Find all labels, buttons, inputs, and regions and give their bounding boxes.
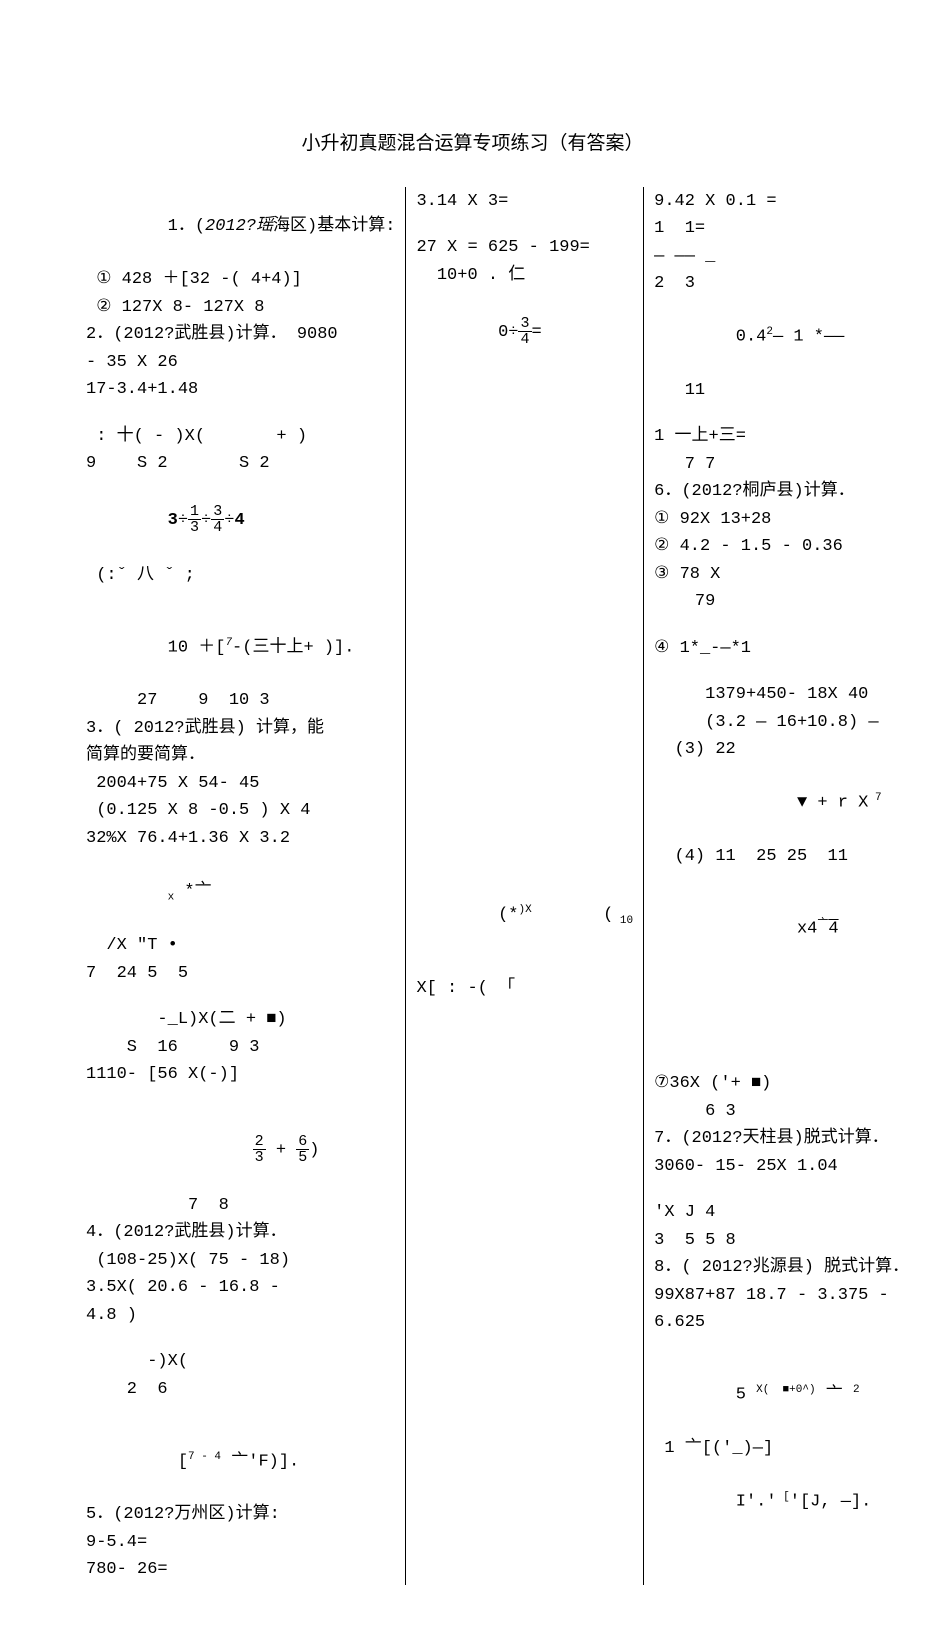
column-3: 9.42 X 0.1 = 1 1= — —— _ 2 3 0.42— 1 *——… — [643, 187, 919, 1585]
text-line: 27 9 10 3 — [86, 688, 395, 714]
text-line: 6.625 — [654, 1310, 909, 1336]
text-line: (4) 11 25 25 11 — [654, 844, 909, 870]
text-line: 9 S 2 S 2 — [86, 451, 395, 477]
text-line: 1 一上+三= — [654, 424, 909, 450]
text-line: : 十( - )X( + ) — [86, 424, 395, 450]
text-line: 5．(2012?万州区)计算: — [86, 1502, 395, 1528]
text-line: 2 3 — [654, 271, 909, 297]
text-line: 1 1= — [654, 216, 909, 242]
text-line: -_L)X(二 + ■) — [86, 1007, 395, 1033]
text-line: 8．( 2012?兆源县) 脱式计算． — [654, 1255, 909, 1281]
text-line: x *亠 — [86, 853, 395, 931]
text-line: 3.5X( 20.6 - 16.8 - — [86, 1275, 395, 1301]
text-line: (3.2 — 16+10.8) — — [654, 710, 909, 736]
text-line: 780- 26= — [86, 1557, 395, 1583]
text-line: 17-3.4+1.48 — [86, 377, 395, 403]
fraction-line: 0÷34= — [416, 290, 633, 372]
text-line: 3 5 5 8 — [654, 1228, 909, 1254]
text-line: S 16 9 3 — [86, 1035, 395, 1061]
text-line: x4亠4 — [654, 890, 909, 967]
text-line: ④ 1*_-—*1 — [654, 636, 909, 662]
text-line: 简算的要简算． — [86, 743, 395, 769]
text-line: ① 428 ＋[32 -( 4+4)] — [86, 267, 395, 293]
text-line: 5 X( ■+0^) 亠 2 — [654, 1357, 909, 1434]
text-line: /X "T • — [86, 933, 395, 959]
text-line: (3) 22 — [654, 737, 909, 763]
page-title: 小升初真题混合运算专项练习（有答案） — [76, 130, 869, 159]
text-line: 7 8 — [86, 1193, 395, 1219]
text-line: ▼ + r X 7 — [654, 765, 909, 842]
text-line: 3060- 15- 25X 1.04 — [654, 1154, 909, 1180]
text-line: 27 X = 625 - 199= — [416, 235, 633, 261]
text-line: ② 4.2 - 1.5 - 0.36 — [654, 534, 909, 560]
text-line: (*)X ( 10 — [416, 876, 633, 955]
text-line: X[ : -( 「 — [416, 976, 633, 1002]
text-line: [7 - 4 亠'F)]. — [86, 1423, 395, 1500]
text-line: — —— _ — [654, 244, 909, 270]
column-2: 3.14 X 3= 27 X = 625 - 199= 10+0 . 仁 0÷3… — [405, 187, 643, 1585]
text-line: 99X87+87 18.7 - 3.375 - — [654, 1283, 909, 1309]
text-line: ⑦36X ('+ ■) — [654, 1071, 909, 1097]
text-line: 2004+75 X 54- 45 — [86, 771, 395, 797]
text-line: 4.8 ) — [86, 1303, 395, 1329]
text-line: -)X( — [86, 1349, 395, 1375]
text-line: 4．(2012?武胜县)计算． — [86, 1220, 395, 1246]
text-line: 1379+450- 18X 40 — [654, 682, 909, 708]
text-line: 10 ＋[7-(三十上+ )]. — [86, 609, 395, 686]
text-line: 3．( 2012?武胜县) 计算，能 — [86, 716, 395, 742]
fraction-line: 23 + 65) — [86, 1109, 395, 1191]
text-line: 1110- [56 X(-)] — [86, 1062, 395, 1088]
fraction-line: 3÷13÷34÷4 — [86, 479, 395, 561]
text-line: I'.' ['[J, —]. — [654, 1464, 909, 1541]
text-line: 3.14 X 3= — [416, 189, 633, 215]
text-line: (:ˇ 八 ˇ ; — [86, 563, 395, 589]
text-line: - 35 X 26 — [86, 350, 395, 376]
text-line: 6．(2012?桐庐县)计算． — [654, 479, 909, 505]
text-line: ② 127X 8- 127X 8 — [86, 295, 395, 321]
text-line: ③ 78 X — [654, 562, 909, 588]
text-line: 11 — [654, 378, 909, 404]
text-line: 7．(2012?天柱县)脱式计算． — [654, 1126, 909, 1152]
three-column-layout: 1．(2012?瑶海区)基本计算: ① 428 ＋[32 -( 4+4)] ② … — [76, 187, 869, 1585]
text-line: 7 7 — [654, 452, 909, 478]
text-line: 7 24 5 5 — [86, 961, 395, 987]
text-line: 79 — [654, 589, 909, 615]
text-line: 0.42— 1 *—— — [654, 299, 909, 376]
text-line: 1 亠[('_)—] — [654, 1436, 909, 1462]
text-line: 2 6 — [86, 1377, 395, 1403]
text-line: 9.42 X 0.1 = — [654, 189, 909, 215]
text-line: 32%X 76.4+1.36 X 3.2 — [86, 826, 395, 852]
text-line: ① 92X 13+28 — [654, 507, 909, 533]
text-line: (0.125 X 8 -0.5 ) X 4 — [86, 798, 395, 824]
text-line: (108-25)X( 75 - 18) — [86, 1248, 395, 1274]
text-line: 9-5.4= — [86, 1530, 395, 1556]
text-line: 1．(2012?瑶海区)基本计算: — [86, 189, 395, 266]
text-line: 2．(2012?武胜县)计算． 9080 — [86, 322, 395, 348]
text-line: 10+0 . 仁 — [416, 263, 633, 289]
column-1: 1．(2012?瑶海区)基本计算: ① 428 ＋[32 -( 4+4)] ② … — [76, 187, 405, 1585]
text-line: 6 3 — [654, 1099, 909, 1125]
text-line: 'X J 4 — [654, 1200, 909, 1226]
